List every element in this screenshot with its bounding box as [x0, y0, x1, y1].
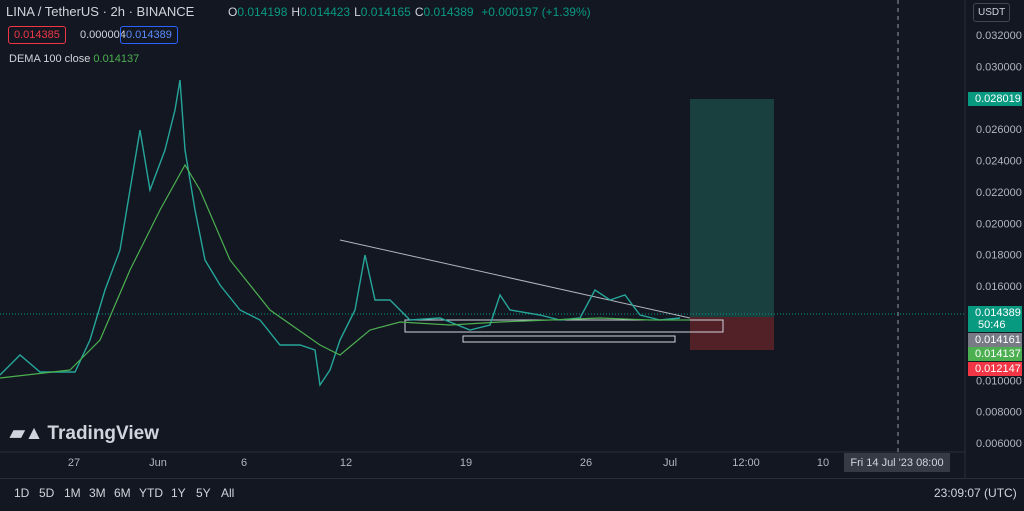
range-button[interactable]: 5D: [39, 486, 55, 500]
price-label: 0.014161: [975, 334, 1021, 346]
price-label: 0.012147: [975, 363, 1021, 375]
price-tick-label: 0.006000: [976, 438, 1022, 450]
range-button[interactable]: 5Y: [196, 486, 211, 500]
price-tick-label: 0.018000: [976, 250, 1022, 262]
chart: 0.0320000.0300000.0280000.0260000.024000…: [0, 0, 1024, 478]
logo: ▰▲ TradingView: [10, 423, 159, 444]
support-rect: [462, 335, 676, 343]
price-label-bg: [968, 347, 1022, 361]
ohlc-value: 0.014198: [237, 5, 288, 19]
dema-line: [0, 163, 690, 379]
price-tick-label: 0.032000: [976, 30, 1022, 42]
header: LINA / TetherUS · 2h · BINANCE O0.014198…: [6, 4, 591, 19]
time-tick-label: 19: [460, 457, 472, 469]
range-button[interactable]: 3M: [89, 486, 106, 500]
logo-text: TradingView: [47, 423, 159, 444]
crosshair-label-bg: [844, 453, 950, 472]
price-label: 0.028019: [975, 93, 1021, 105]
clock: 23:09:07 (UTC): [934, 486, 1017, 500]
ohlc-value: 0.014423: [300, 5, 351, 19]
range-button[interactable]: 1Y: [171, 486, 186, 500]
indicator: DEMA 100 close 0.014137: [9, 53, 139, 65]
price-tick-label: 0.022000: [976, 187, 1022, 199]
range-button[interactable]: 1D: [14, 486, 30, 500]
price-series: [0, 79, 681, 387]
indicator-name: DEMA 100 close: [9, 53, 91, 65]
bid[interactable]: 0.014385: [8, 26, 66, 44]
ohlc-label: O: [227, 5, 238, 19]
price-label-bg: [968, 333, 1022, 347]
crosshair-label: Fri 14 Jul '23 08:00: [850, 457, 943, 469]
symbol: LINA / TetherUS · 2h · BINANCE: [6, 4, 195, 19]
currency-button[interactable]: USDT: [973, 3, 1011, 22]
price-tick-label: 0.016000: [976, 281, 1022, 293]
time-tick-label: 12: [340, 457, 352, 469]
time-tick-label: Jul: [663, 457, 677, 469]
range-button[interactable]: 1M: [64, 486, 81, 500]
range-button[interactable]: 6M: [114, 486, 131, 500]
time-tick-label: 6: [241, 457, 247, 469]
long-stop-zone: [690, 317, 774, 350]
time-tick-label: 27: [68, 457, 80, 469]
price-tick-label: 0.030000: [976, 61, 1022, 73]
price-tick-label: 0.008000: [976, 407, 1022, 419]
ohlc-value: 0.014389: [423, 5, 474, 19]
price-label-bg: [968, 92, 1022, 106]
range-button[interactable]: All: [221, 486, 235, 500]
ohlc-value: 0.014165: [360, 5, 411, 19]
price-tick-label: 0.026000: [976, 124, 1022, 136]
indicator-value: 0.014137: [93, 53, 140, 65]
price-countdown: 50:46: [978, 319, 1006, 331]
ohlc-label: H: [291, 5, 301, 19]
price-label: 0.014389: [975, 307, 1021, 319]
toolbar: [0, 478, 1024, 511]
time-tick-label: 10: [817, 457, 829, 469]
price-label-bg: [968, 362, 1022, 376]
background: [0, 0, 1024, 478]
ask[interactable]: 0.014389: [120, 26, 178, 44]
ohlc-label: C: [414, 5, 424, 19]
ohlc-label: L: [354, 5, 361, 19]
price-tick-label: 0.010000: [976, 375, 1022, 387]
price-tick-label: 0.024000: [976, 156, 1022, 168]
time-tick-label: Jun: [149, 457, 167, 469]
change: +0.000197 (+1.39%): [481, 5, 591, 19]
price-label-bg: [968, 306, 1022, 332]
spread: 0.000004: [80, 29, 126, 41]
ohlc: O0.014198 H0.014423 L0.014165 C0.014389: [228, 5, 478, 19]
time-tick-label: 26: [580, 457, 592, 469]
price-label: 0.014137: [975, 348, 1021, 360]
price-tick-label: 0.020000: [976, 218, 1022, 230]
long-target-zone: [690, 99, 774, 317]
time-tick-label: 12:00: [732, 457, 760, 469]
range-button[interactable]: YTD: [139, 486, 163, 500]
